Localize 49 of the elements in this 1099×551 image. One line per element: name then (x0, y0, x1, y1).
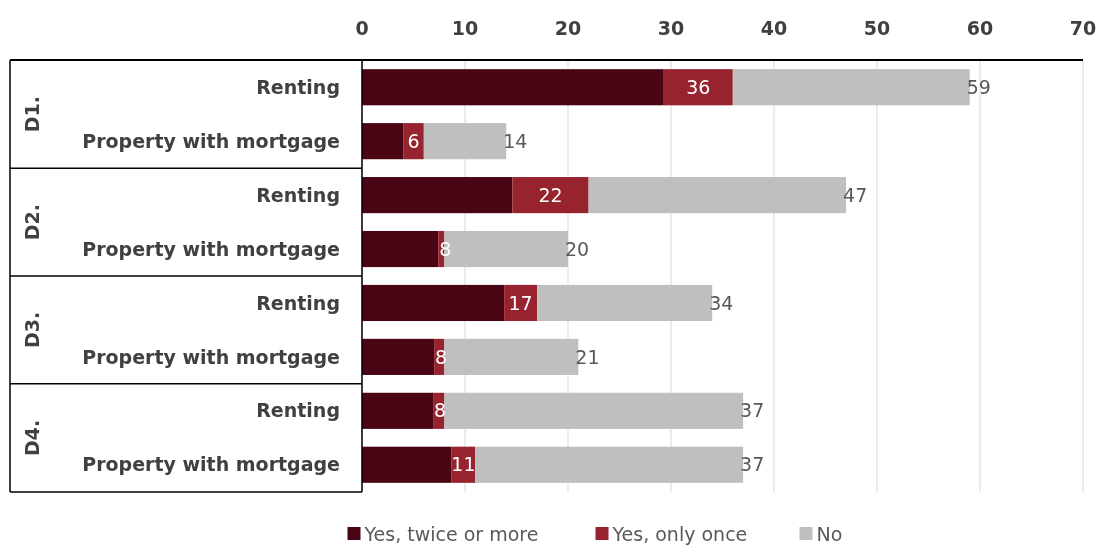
x-tick-label: 50 (863, 17, 891, 39)
annotation: 11 (451, 453, 476, 476)
y-tick-label: Renting (256, 291, 340, 314)
total-label: 37 (740, 399, 765, 422)
total-label: 34 (709, 291, 734, 314)
y-tick-label: Renting (256, 183, 340, 206)
annotation: 36 (686, 75, 711, 98)
x-tick-label: 30 (657, 17, 685, 39)
annotation: 17 (508, 291, 533, 314)
annotation: 6 (407, 129, 420, 152)
y-tick-label: Renting (256, 75, 340, 98)
bar (362, 230, 439, 268)
bar (362, 446, 452, 483)
text: D3. (20, 311, 43, 349)
total-label: 37 (740, 453, 765, 476)
bar (423, 123, 507, 160)
total-label: 20 (565, 237, 590, 260)
legend-label: Yes, only once (611, 523, 748, 545)
bar (362, 338, 435, 375)
bar (362, 123, 404, 160)
bar (732, 69, 970, 106)
bar (512, 177, 589, 214)
x-tick-label: 60 (966, 17, 994, 39)
bar (504, 284, 538, 322)
bar (362, 392, 434, 429)
total-label: 47 (843, 183, 868, 206)
x-tick-label: 70 (1069, 17, 1097, 39)
y-tick-label: Property with mortgage (82, 345, 340, 368)
total-label: 59 (966, 75, 991, 98)
x-tick-label: 20 (554, 17, 582, 39)
y-tick-label: Renting (256, 399, 340, 422)
x-tick-label: 40 (760, 17, 788, 39)
y-tick-label: Property with mortgage (82, 129, 340, 152)
bar (362, 177, 513, 214)
bar (362, 284, 505, 322)
total-label: 21 (575, 345, 600, 368)
total-label: 14 (503, 129, 528, 152)
annotation: 22 (538, 183, 563, 206)
y-tick-label: Property with mortgage (82, 453, 340, 476)
text: D4. (20, 419, 43, 457)
legend-label: Yes, twice or more (363, 523, 539, 545)
x-tick-label: 10 (451, 17, 479, 39)
x-tick-label: 0 (355, 17, 369, 39)
bar (362, 69, 664, 106)
legend-label: No (816, 523, 843, 545)
text: D2. (20, 203, 43, 241)
bar (663, 69, 733, 106)
text: D1. (20, 95, 43, 133)
y-tick-label: Property with mortgage (82, 237, 340, 260)
